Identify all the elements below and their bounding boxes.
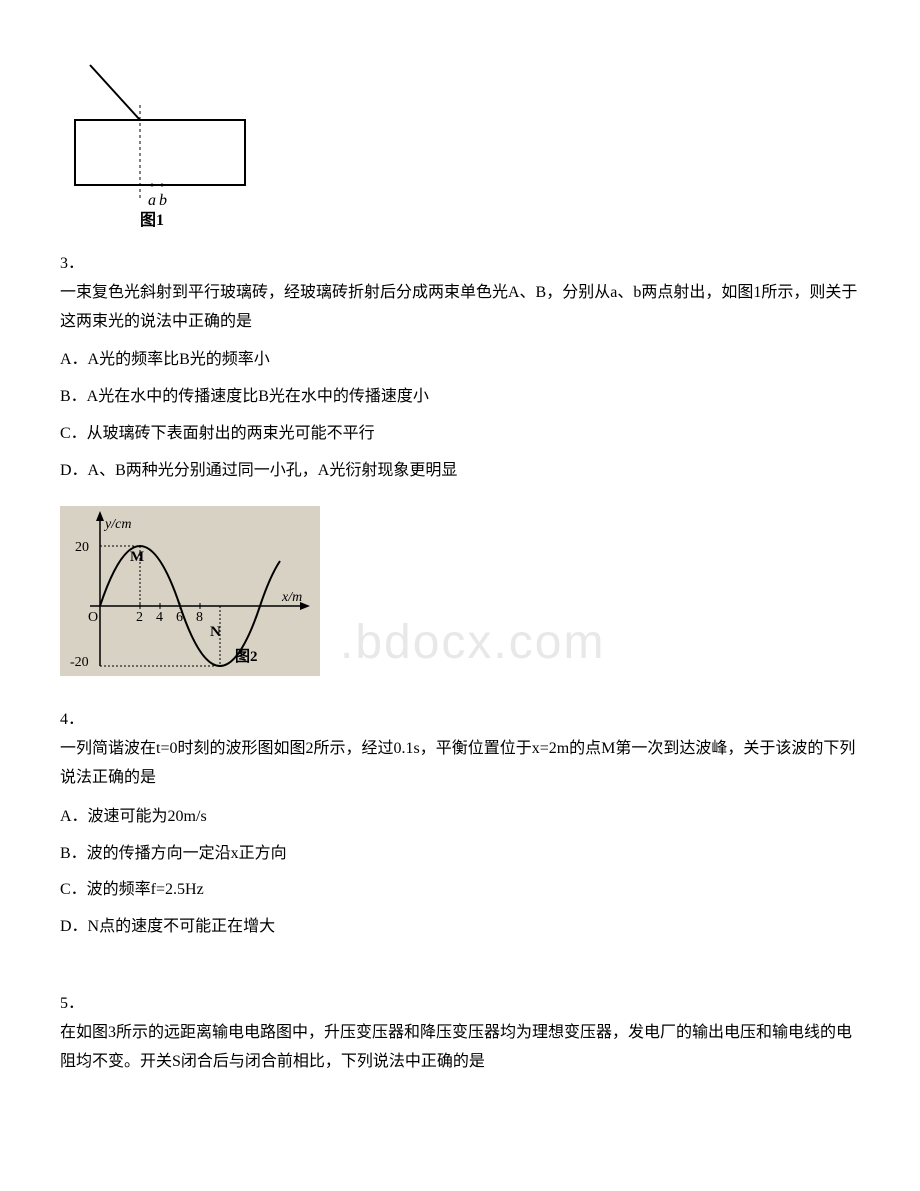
x-tick-4: 4 [156, 610, 163, 625]
incident-ray [90, 65, 140, 120]
point-m-label: M [130, 549, 144, 565]
question-4-option-b: B．波的传播方向一定沿x正方向 [60, 840, 860, 869]
figure-2-svg: y/cm x/m 20 -20 O 2 4 6 8 M N 图2 [60, 506, 320, 676]
point-b-dot [161, 184, 164, 187]
label-a: a [148, 192, 156, 209]
x-tick-2: 2 [136, 610, 143, 625]
question-4-number: 4． [60, 706, 860, 735]
origin-label: O [88, 610, 98, 625]
question-4-text: 一列简谐波在t=0时刻的波形图如图2所示，经过0.1s，平衡位置位于x=2m的点… [60, 735, 860, 793]
y-tick-20: 20 [75, 540, 89, 555]
question-3-number: 3． [60, 250, 860, 279]
x-axis-label: x/m [281, 590, 302, 605]
question-3-option-d: D．A、B两种光分别通过同一小孔，A光衍射现象更明显 [60, 457, 860, 486]
spacer [60, 950, 860, 970]
label-b: b [159, 192, 167, 209]
point-n-label: N [210, 624, 221, 640]
question-5-number: 5． [60, 990, 860, 1019]
glass-block [75, 120, 245, 185]
figure-2: y/cm x/m 20 -20 O 2 4 6 8 M N 图2 [60, 506, 860, 687]
point-a-dot [151, 184, 154, 187]
question-4-option-d: D．N点的速度不可能正在增大 [60, 913, 860, 942]
question-3-option-a: A．A光的频率比B光的频率小 [60, 346, 860, 375]
figure-1: a b 图1 [60, 60, 860, 230]
question-3-option-b: B．A光在水中的传播速度比B光在水中的传播速度小 [60, 383, 860, 412]
figure-2-caption: 图2 [235, 648, 258, 665]
x-tick-6: 6 [176, 610, 183, 625]
figure-1-caption: 图1 [140, 211, 164, 229]
question-3-text: 一束复色光斜射到平行玻璃砖，经玻璃砖折射后分成两束单色光A、B，分别从a、b两点… [60, 279, 860, 337]
y-axis-label: y/cm [103, 517, 131, 532]
question-4-option-c: C．波的频率f=2.5Hz [60, 876, 860, 905]
x-tick-8: 8 [196, 610, 203, 625]
question-5-text: 在如图3所示的远距离输电电路图中，升压变压器和降压变压器均为理想变压器，发电厂的… [60, 1019, 860, 1077]
figure-2-bg [60, 506, 320, 676]
figure-1-svg: a b 图1 [60, 60, 260, 230]
y-tick-neg20: -20 [70, 655, 89, 670]
question-3-option-c: C．从玻璃砖下表面射出的两束光可能不平行 [60, 420, 860, 449]
question-4-option-a: A．波速可能为20m/s [60, 803, 860, 832]
